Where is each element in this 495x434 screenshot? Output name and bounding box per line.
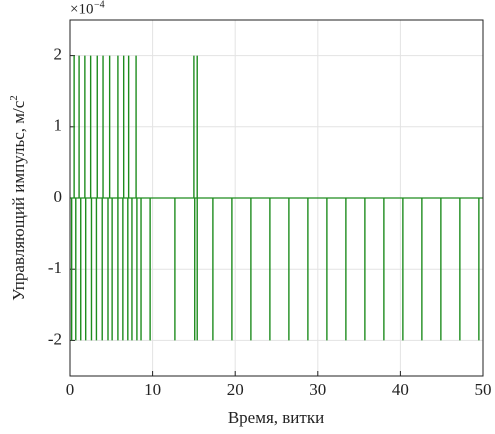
y-scale-base: ×10	[70, 1, 93, 17]
y-tick-label: 1	[54, 116, 63, 135]
x-tick-label: 10	[144, 380, 161, 399]
x-tick-label: 0	[66, 380, 75, 399]
x-axis-title: Время, витки	[228, 408, 324, 427]
y-tick-label: 0	[54, 187, 63, 206]
x-tick-label: 50	[475, 380, 492, 399]
plot-frame	[69, 19, 484, 377]
x-tick-label: 30	[309, 380, 326, 399]
y-tick-label: -1	[48, 258, 62, 277]
y-tick-label: 2	[54, 45, 63, 64]
y-axis-label: Управляющий импульс, м/с	[9, 100, 28, 300]
y-axis-title: Управляющий импульс, м/с2	[8, 95, 28, 301]
y-scale-exponent: −4	[94, 0, 105, 10]
x-tick-label: 40	[392, 380, 409, 399]
y-axis-label-sup: 2	[8, 95, 20, 101]
y-tick-label: -2	[48, 329, 62, 348]
x-tick-label: 20	[227, 380, 244, 399]
